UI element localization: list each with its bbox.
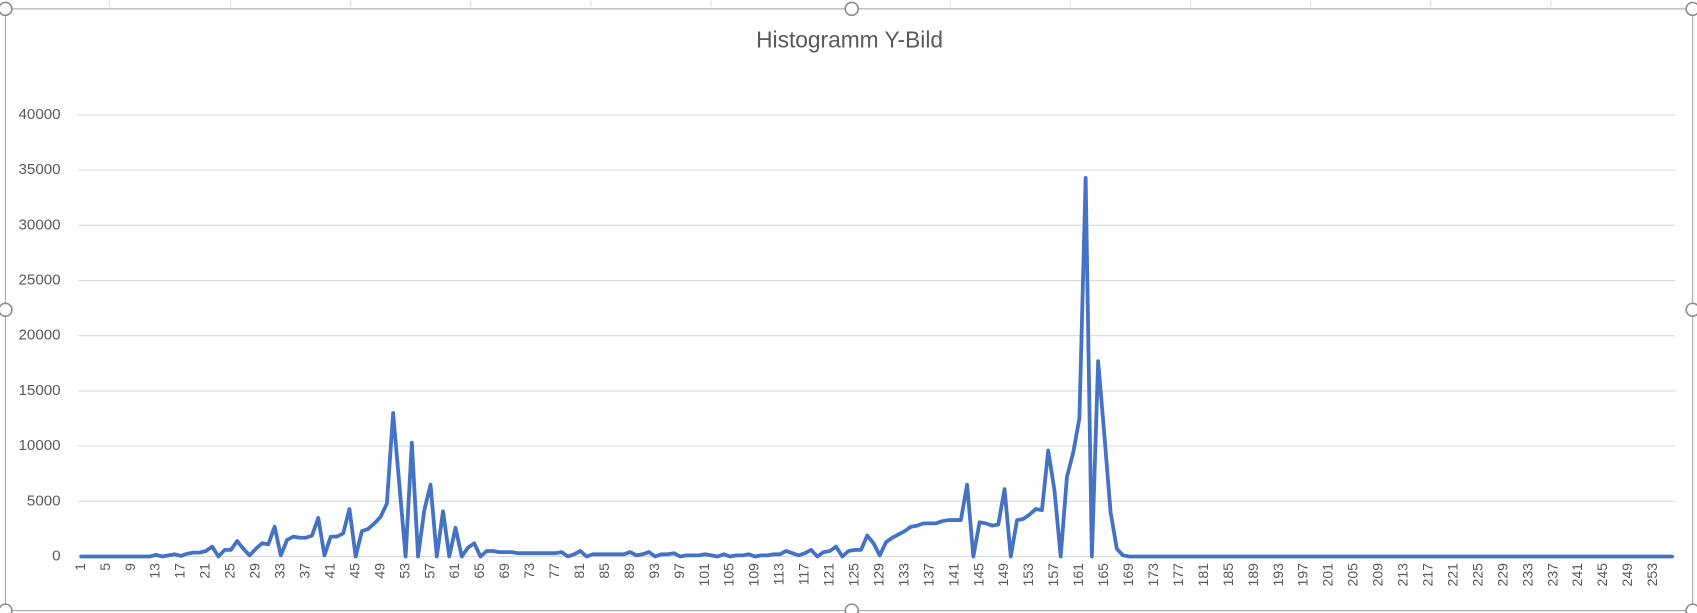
x-tick-label: 29 [247,563,263,579]
x-tick-label: 109 [746,563,762,587]
x-tick-label: 193 [1270,563,1286,587]
x-tick-label: 65 [471,563,487,579]
x-tick-label: 173 [1145,563,1161,587]
y-tick-label: 35000 [18,161,60,178]
x-tick-label: 49 [371,563,387,579]
x-tick-label: 125 [846,563,862,587]
x-tick-label: 165 [1095,563,1111,587]
x-tick-label: 229 [1494,563,1510,587]
sheet-grid [108,0,1552,7]
x-tick-label: 233 [1519,563,1535,587]
y-tick-label: 5000 [27,492,61,509]
x-tick-label: 17 [172,563,188,579]
x-tick-label: 129 [870,563,886,587]
x-tick-label: 157 [1045,563,1061,587]
x-tick-label: 33 [272,563,288,579]
x-tick-label: 21 [197,563,213,579]
y-tick-label: 0 [52,548,60,565]
x-tick-label: 121 [821,563,837,587]
x-tick-label: 225 [1469,563,1485,587]
y-tick-label: 25000 [18,272,60,289]
x-tick-label: 1 [72,563,88,571]
x-tick-label: 93 [646,563,662,579]
x-tick-label: 181 [1195,563,1211,587]
y-tick-label: 10000 [18,437,60,454]
x-tick-label: 97 [671,563,687,579]
x-tick-label: 217 [1420,563,1436,587]
y-tick-label: 30000 [18,216,60,233]
y-tick-label: 40000 [18,106,60,123]
chart-title: Histogramm Y-Bild [756,26,943,52]
x-tick-label: 197 [1295,563,1311,587]
x-tick-label: 237 [1544,563,1560,587]
x-tick-label: 153 [1020,563,1036,587]
x-tick-label: 185 [1220,563,1236,587]
x-tick-label: 53 [396,563,412,579]
x-tick-label: 89 [621,563,637,579]
x-tick-label: 201 [1320,563,1336,587]
x-tick-label: 137 [920,563,936,587]
x-tick-label: 77 [546,563,562,579]
x-tick-label: 117 [796,563,812,586]
x-tick-label: 105 [721,563,737,587]
x-tick-label: 221 [1444,563,1460,587]
x-tick-label: 13 [147,563,163,579]
x-tick-label: 249 [1619,563,1635,587]
x-tick-label: 5 [97,563,113,571]
x-tick-label: 57 [421,563,437,579]
x-tick-label: 169 [1120,563,1136,587]
x-tick-label: 141 [945,563,961,587]
x-tick-label: 41 [321,563,337,579]
x-tick-label: 241 [1569,563,1585,587]
x-tick-label: 113 [771,563,787,586]
x-tick-label: 189 [1245,563,1261,587]
x-tick-label: 37 [296,563,312,579]
x-tick-label: 73 [521,563,537,579]
x-tick-label: 69 [496,563,512,579]
y-tick-label: 20000 [18,327,60,344]
x-tick-label: 209 [1370,563,1386,587]
x-tick-label: 205 [1345,563,1361,587]
x-tick-label: 245 [1594,563,1610,587]
x-tick-label: 133 [895,563,911,587]
chart-frame[interactable] [4,8,1694,612]
x-tick-label: 145 [970,563,986,587]
x-tick-label: 85 [596,563,612,579]
x-tick-label: 81 [571,563,587,579]
y-tick-label: 15000 [18,382,60,399]
x-tick-label: 161 [1070,563,1086,587]
x-tick-label: 9 [122,563,138,571]
data-line [79,175,1675,559]
x-tick-label: 25 [222,563,238,579]
x-tick-label: 149 [995,563,1011,587]
x-tick-label: 213 [1395,563,1411,587]
x-tick-label: 101 [696,563,712,587]
x-tick-label: 253 [1644,563,1660,587]
x-tick-label: 45 [346,563,362,579]
x-tick-label: 61 [446,563,462,579]
x-tick-label: 177 [1170,563,1186,587]
